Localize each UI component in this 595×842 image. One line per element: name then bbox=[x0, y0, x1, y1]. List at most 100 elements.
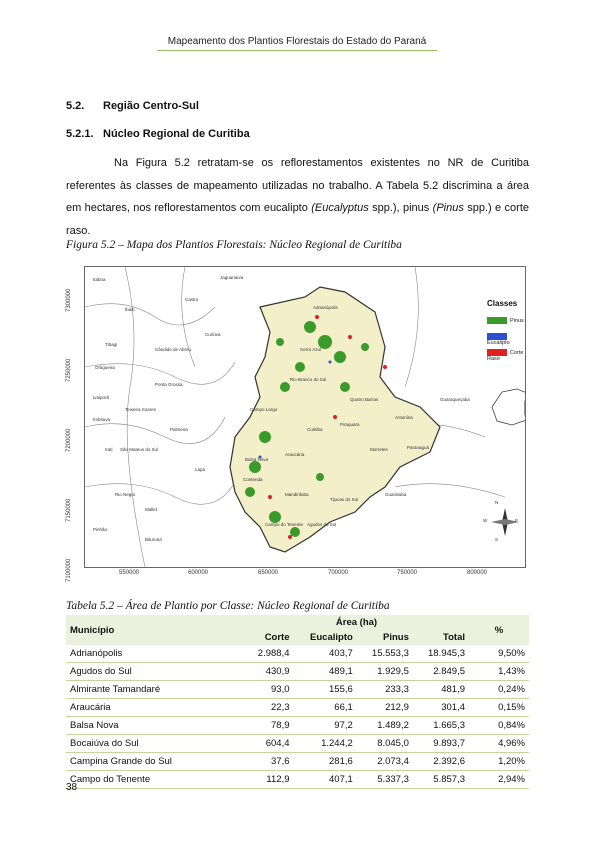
section-heading: 5.2. Região Centro-Sul bbox=[66, 100, 199, 112]
table-row: Almirante Tamandaré 93,0 155,6 233,3 481,9 0,… bbox=[66, 680, 529, 699]
map-frame: Classes Pinus Eucalipto Corte Raso N S E… bbox=[84, 266, 526, 568]
municipality-label: Balsa Nova bbox=[245, 457, 269, 462]
cell-municipio: Balsa Nova bbox=[66, 716, 244, 735]
y-tick-label: 7200000 bbox=[66, 428, 72, 452]
municipality-label: Teixeira Soares bbox=[125, 407, 157, 412]
municipality-label: Ortigueira bbox=[95, 365, 115, 370]
cell-municipio: Campina Grande do Sul bbox=[66, 752, 244, 771]
cell-eucalipto: 403,7 bbox=[293, 645, 357, 663]
subsection-number: 5.2.1. bbox=[66, 128, 94, 140]
subsection-heading: 5.2.1. Núcleo Regional de Curitiba bbox=[66, 128, 250, 140]
cell-total: 18.945,3 bbox=[412, 645, 469, 663]
municipality-label: Campo do Tenente bbox=[265, 522, 303, 527]
municipality-label: Tijucas do Sul bbox=[330, 497, 359, 502]
cell-municipio: Araucária bbox=[66, 698, 244, 717]
x-tick-label: 550000 bbox=[119, 570, 140, 576]
curitiba-region bbox=[229, 286, 441, 553]
compass-s: S bbox=[495, 537, 499, 542]
table-row: Balsa Nova 78,9 97,2 1.489,2 1.665,3 0,84% bbox=[66, 716, 529, 735]
municipality-label: São Mateus do Sul bbox=[120, 447, 159, 452]
municipality-label: Pinhão bbox=[93, 527, 108, 532]
cell-pct: 0,24% bbox=[469, 680, 529, 699]
paragraph-text: spp.), bbox=[368, 202, 400, 214]
cell-pinus: 1.929,5 bbox=[356, 662, 413, 681]
col-pct: % bbox=[469, 615, 529, 645]
municipality-label: Rio Branco do Sul bbox=[290, 377, 327, 382]
municipality-label: Castro bbox=[185, 297, 199, 302]
legend-title: Classes bbox=[487, 299, 518, 308]
municipality-label: Bituruna bbox=[145, 537, 162, 542]
legend-swatch bbox=[487, 349, 507, 356]
cell-pct: 0,84% bbox=[469, 716, 529, 735]
col-pinus: Pinus bbox=[356, 630, 413, 645]
municipality-label: Irati bbox=[105, 447, 113, 452]
cell-corte: 78,9 bbox=[244, 716, 294, 735]
paragraph-text: spp.) bbox=[463, 202, 492, 214]
legend-swatch bbox=[487, 333, 507, 340]
municipality-label: Morretes bbox=[370, 447, 388, 452]
cell-corte: 37,6 bbox=[244, 752, 294, 771]
table-row: Agudos do Sul 430,9 489,1 1.929,5 2.849,5 1,4… bbox=[66, 662, 529, 681]
y-tick-label: 7100000 bbox=[66, 558, 72, 582]
table-caption: Tabela 5.2 – Área de Plantio por Classe:… bbox=[66, 600, 390, 612]
municipality-label: Ibaiti bbox=[125, 307, 135, 312]
municipality-label: Jaguariaíva bbox=[220, 275, 244, 280]
paragraph-italic: (Pinus bbox=[432, 202, 464, 214]
figure-caption: Figura 5.2 – Mapa dos Plantios Florestai… bbox=[66, 239, 402, 251]
municipality-label: Araucária bbox=[285, 452, 305, 457]
municipality-label: Palmeira bbox=[170, 427, 188, 432]
paragraph-italic: (Eucalyptus bbox=[311, 202, 369, 214]
map-figure: 7300000 7250000 7200000 7150000 7100000 bbox=[66, 254, 534, 584]
section-number: 5.2. bbox=[66, 100, 85, 112]
legend-item-eucalipto: Eucalipto bbox=[487, 333, 525, 346]
municipality-label: Tibagi bbox=[105, 342, 118, 347]
municipality-label: Contenda bbox=[243, 477, 263, 482]
y-tick-label: 7250000 bbox=[66, 358, 72, 382]
municipality-label: Paranaguá bbox=[407, 445, 430, 450]
x-tick-label: 750000 bbox=[397, 570, 418, 576]
x-tick-label: 700000 bbox=[328, 570, 349, 576]
cell-pinus: 5.337,3 bbox=[356, 770, 413, 789]
cell-eucalipto: 1.244,2 bbox=[293, 734, 357, 753]
cell-municipio: Agudos do Sul bbox=[66, 662, 244, 681]
subsection-title: Núcleo Regional de Curitiba bbox=[103, 128, 250, 140]
cell-municipio: Bocaiúva do Sul bbox=[66, 734, 244, 753]
compass-w: W bbox=[483, 518, 488, 523]
municipality-label: Cândido de Abreu bbox=[155, 347, 192, 352]
paragraph-text: Na Figura 5.2 retratam-se os reflorestam… bbox=[66, 157, 529, 214]
cell-pct: 2,94% bbox=[469, 770, 529, 789]
map-drawing bbox=[85, 267, 525, 567]
cell-pct: 0,15% bbox=[469, 698, 529, 717]
cell-eucalipto: 66,1 bbox=[293, 698, 357, 717]
municipality-label: Imbituva bbox=[93, 417, 111, 422]
compass-rose bbox=[491, 508, 519, 536]
municipality-label: Curiúva bbox=[205, 332, 221, 337]
legend-swatch bbox=[487, 317, 507, 324]
cell-corte: 604,4 bbox=[244, 734, 294, 753]
cell-total: 301,4 bbox=[412, 698, 469, 717]
cell-corte: 430,9 bbox=[244, 662, 294, 681]
cell-pinus: 1.489,2 bbox=[356, 716, 413, 735]
y-tick-label: 7300000 bbox=[66, 288, 72, 312]
compass-n: N bbox=[495, 500, 499, 505]
cell-eucalipto: 281,6 bbox=[293, 752, 357, 771]
x-tick-label: 600000 bbox=[188, 570, 209, 576]
paragraph-text: pinus bbox=[399, 202, 433, 214]
body-paragraph: Na Figura 5.2 retratam-se os reflorestam… bbox=[66, 152, 529, 242]
municipality-label: Cerro Azul bbox=[300, 347, 322, 352]
y-tick-label: 7150000 bbox=[66, 498, 72, 522]
municipality-label: Guaratuba bbox=[385, 492, 407, 497]
cell-total: 481,9 bbox=[412, 680, 469, 699]
cell-corte: 112,9 bbox=[244, 770, 294, 789]
cell-corte: 93,0 bbox=[244, 680, 294, 699]
x-tick-label: 800000 bbox=[467, 570, 488, 576]
cell-municipio: Almirante Tamandaré bbox=[66, 680, 244, 699]
municipality-label: Lapa bbox=[195, 467, 206, 472]
col-municipio: Município bbox=[66, 615, 244, 645]
cell-total: 2.849,5 bbox=[412, 662, 469, 681]
municipality-label: Antonina bbox=[395, 415, 413, 420]
cell-municipio: Adrianópolis bbox=[66, 645, 244, 663]
corte-raso-patches bbox=[268, 315, 387, 539]
cell-total: 9.893,7 bbox=[412, 734, 469, 753]
table-row: Adrianópolis 2.988,4 403,7 15.553,3 18.945,3… bbox=[66, 645, 529, 663]
